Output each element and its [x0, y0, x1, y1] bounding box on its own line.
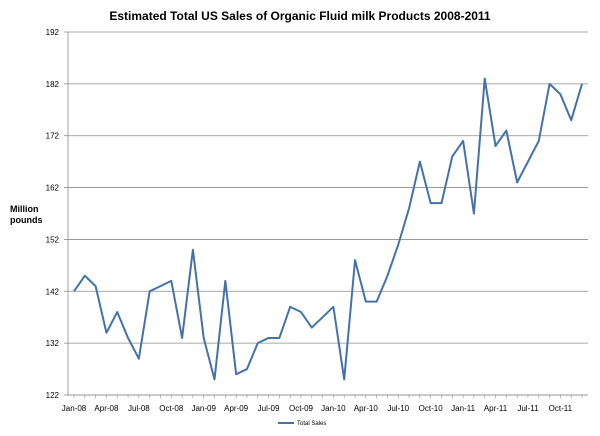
y-tick-label: 172	[46, 132, 60, 141]
axes	[67, 32, 588, 396]
x-tick-label: Oct-10	[419, 404, 444, 413]
x-tick-label: Jul-08	[128, 404, 150, 413]
y-axis-label-line: pounds	[10, 215, 43, 225]
x-axis-ticks: Jan-08 Apr-08 Jul-08 Oct-08 Jan-09 Apr-09 Jul-…	[62, 395, 583, 413]
x-tick-label: Jan-10	[321, 404, 346, 413]
chart-title: Estimated Total US Sales of Organic Flui…	[109, 9, 491, 23]
x-tick-label: Apr-10	[354, 404, 379, 413]
x-tick-label: Apr-08	[94, 404, 119, 413]
x-tick-label: Jul-11	[517, 404, 539, 413]
y-tick-label: 132	[46, 339, 60, 348]
x-tick-label: Jul-09	[258, 404, 280, 413]
x-tick-label: Oct-09	[289, 404, 314, 413]
x-tick-label: Jul-10	[387, 404, 409, 413]
legend-label: Total Sales	[297, 421, 326, 427]
series-layer	[73, 77, 583, 381]
x-tick-label: Oct-08	[159, 404, 184, 413]
y-tick-label: 152	[46, 235, 60, 244]
x-tick-label: Apr-11	[484, 404, 508, 413]
series-line-total-sales	[73, 77, 583, 381]
x-tick-label: Oct-11	[549, 404, 573, 413]
x-tick-label: Jan-09	[191, 404, 216, 413]
y-tick-label: 142	[46, 287, 60, 296]
y-tick-label: 162	[46, 184, 60, 193]
x-tick-label: Jan-11	[451, 404, 475, 413]
y-tick-label: 122	[46, 391, 60, 400]
y-tick-label: 182	[46, 80, 60, 89]
y-axis-label-line: Million	[10, 204, 39, 214]
x-tick-label: Apr-09	[224, 404, 249, 413]
y-axis-ticks: 122 132 142 152 162 172 182 192	[46, 28, 68, 400]
gridlines	[68, 31, 588, 396]
legend: Total Sales	[278, 421, 326, 427]
x-tick-label: Jan-08	[62, 404, 87, 413]
y-tick-label: 192	[46, 28, 60, 37]
